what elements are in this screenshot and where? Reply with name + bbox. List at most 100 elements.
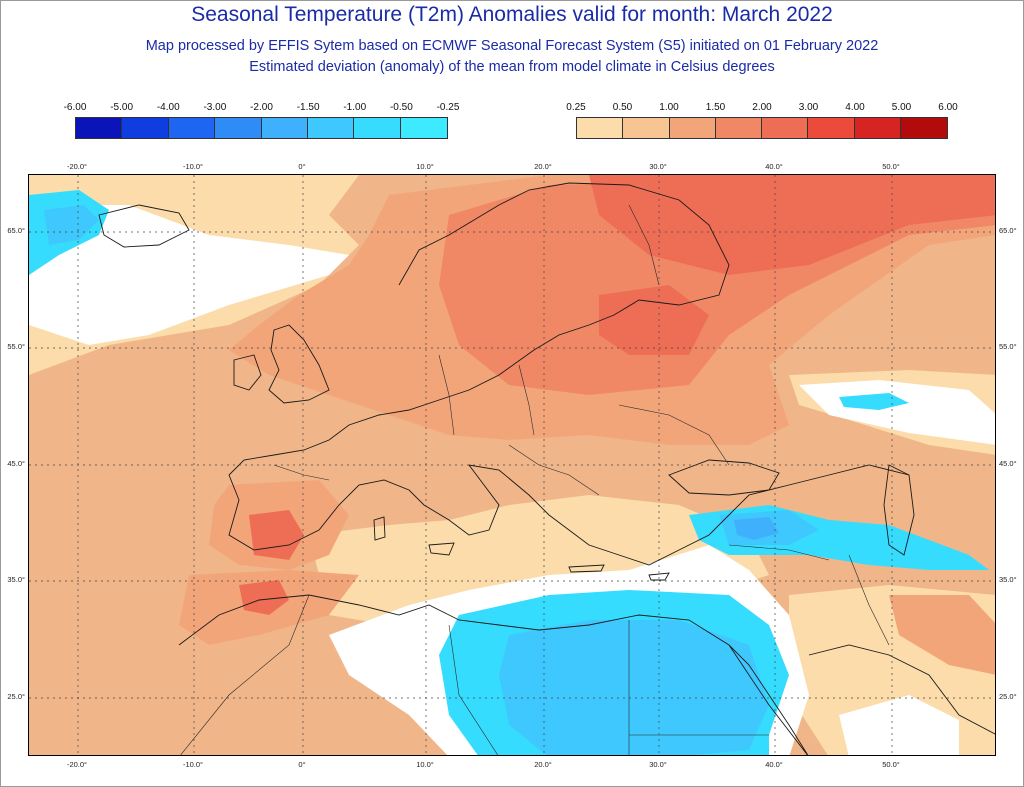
border-france-spain [273,464,330,481]
border-algeria-morocco [180,594,310,755]
legend-negative: -6.00 -5.00 -4.00 -3.00 -2.00 -1.50 -1.00 -0.50… [64,102,460,139]
anomaly-zone-hottest-spain [249,510,304,560]
lon-tick-label-top: 40.0° [765,162,783,171]
lat-tick-label-left: 55.0° [7,342,25,351]
legend-color-swatch [261,118,308,138]
border-ukraine-russia [618,404,730,466]
lat-tick-label-right: 25.0° [999,692,1017,701]
lat-tick-label-right: 35.0° [999,575,1017,584]
legend-positive: 0.25 0.50 1.00 1.50 2.00 3.00 4.00 5.00 6.00 [566,102,958,139]
border-balkans [508,444,600,496]
anomaly-zone-warm-iran [889,595,995,675]
legend-color-swatch [307,118,355,138]
border-turkey-syria [728,544,830,561]
legend-positive-color-bar [576,117,948,139]
lon-tick-label-top: 50.0° [882,162,900,171]
legend-tick-label: 0.25 [566,102,586,113]
coastline-crete [568,564,605,573]
legend-tick-label: 0.50 [612,102,633,113]
lat-tick-label-right: 45.0° [999,459,1017,468]
map-subtitle-source: Map processed by EFFIS Sytem based on EC… [145,38,879,54]
border-finland-russia [628,204,660,286]
lat-tick-label-right: 65.0° [999,226,1017,235]
lon-tick-label-top: 30.0° [649,162,667,171]
legend-color-swatch [854,118,901,138]
lon-tick-label-top: 0° [298,162,306,171]
legend-color-swatch [900,118,947,138]
anomaly-map [28,174,996,756]
lat-tick-label-left: 25.0° [7,692,25,701]
legend-tick-label: -5.00 [110,102,134,113]
lon-tick-label-bottom: 30.0° [649,760,667,769]
coastline-red-sea [728,644,809,755]
legend-color-swatch [808,118,855,138]
coastline-sicily [428,542,455,556]
legend-tick-label: -4.00 [156,102,180,113]
legend-tick-label: 1.00 [659,102,679,113]
legend-color-swatch [400,118,447,138]
legend-tick-label: -1.00 [343,102,367,113]
legend-color-swatch [215,118,262,138]
legend-tick-label: 5.00 [891,102,912,113]
legend-color-swatch [623,118,670,138]
anomaly-zone-hottest-atlas [239,580,289,615]
legend-color-swatch [762,118,809,138]
anomaly-zone-coldest-anatolia [734,517,779,540]
legend-positive-labels: 0.25 0.50 1.00 1.50 2.00 3.00 4.00 5.00 6.00 [566,102,957,116]
legend-negative-labels: -6.00 -5.00 -4.00 -3.00 -2.00 -1.50 -1.00 -0.50… [64,102,460,116]
map-subtitle-units: Estimated deviation (anomaly) of the mea… [249,59,775,75]
legend-color-swatch [168,118,216,138]
map-title: Seasonal Temperature (T2m) Anomalies val… [191,3,833,26]
legend-color-swatch [577,118,624,138]
lat-tick-label-left: 35.0° [7,575,25,584]
legend-color-swatch [354,118,401,138]
lon-tick-label-top: -20.0° [66,162,88,171]
legend-negative-color-bar [75,117,448,139]
lat-tick-label-left: 65.0° [7,226,25,235]
legend-tick-label: 2.00 [752,102,772,113]
graticule-grid [29,175,995,755]
legend-tick-label: -3.00 [203,102,227,113]
legend-color-swatch [122,118,169,138]
lon-tick-label-bottom: 50.0° [882,760,900,769]
legend-tick-label: -1.50 [296,102,320,113]
legend-tick-label: 3.00 [798,102,819,113]
border-algeria-libya [448,624,499,755]
coastline-europe [228,182,910,566]
lat-tick-label-right: 55.0° [999,342,1017,351]
legend-tick-label: -0.25 [436,102,460,113]
lon-tick-label-bottom: -10.0° [182,760,204,769]
lon-tick-label-bottom: 20.0° [534,760,552,769]
coastline-great-britain [268,324,330,404]
legend-color-swatch [76,118,123,138]
lon-tick-label-bottom: 40.0° [765,760,783,769]
lon-tick-label-top: 10.0° [416,162,434,171]
anomaly-zone-colder-iceland [44,205,99,245]
coastline-cyprus [648,572,670,581]
coastline-iceland [98,204,190,248]
legend-tick-label: -6.00 [63,102,87,113]
lon-tick-label-bottom: 0° [298,760,306,769]
coastline-sardinia [373,516,386,541]
lon-tick-label-top: 20.0° [534,162,552,171]
lat-tick-label-left: 45.0° [7,459,25,468]
country-borders [180,204,890,755]
lon-tick-label-top: -10.0° [182,162,204,171]
coastline-black-sea [668,459,780,496]
anomaly-zone-hottest-baltic [599,285,709,355]
coastline-caspian-sea [883,464,915,556]
lon-tick-label-bottom: 10.0° [416,760,434,769]
anomaly-zone-neutral-caspian [799,380,995,445]
coastline-ireland [233,354,262,391]
border-germany-poland [438,354,455,436]
border-iraq-iran [848,554,890,646]
anomaly-map-canvas [29,175,995,755]
anomaly-zone-colder-egypt [499,620,769,755]
coastlines [98,182,995,755]
legend-tick-label: -0.50 [389,102,413,113]
anomaly-zone-neutral-north-atlantic [29,205,349,345]
anomaly-zone-neutral-middle-east [839,695,959,755]
anomaly-zone-cold-caspian [839,393,909,410]
lon-tick-label-bottom: -20.0° [66,760,88,769]
legend-tick-label: 4.00 [845,102,865,113]
